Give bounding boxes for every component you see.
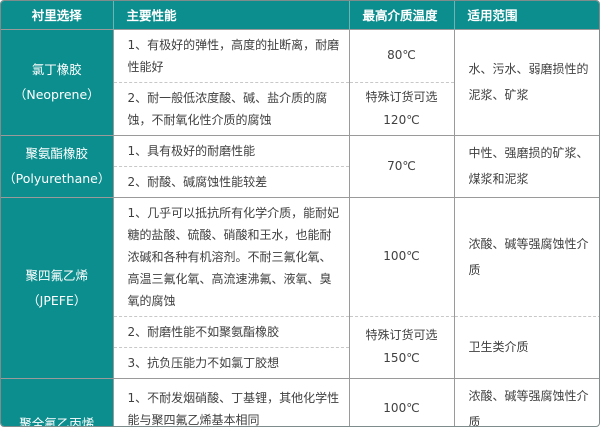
lining-name-polyurethane: 聚氨酯橡胶 （Polyurethane） [1, 134, 113, 197]
temperature-cell: 特殊订货可选 150℃ [348, 315, 454, 378]
lining-name-text: 聚氨酯橡胶 [25, 146, 88, 161]
col-header-lining: 衬里选择 [1, 1, 113, 29]
header-row: 衬里选择 主要性能 最高介质温度 适用范围 [1, 1, 599, 29]
group-ptfe-row-2: 2、耐磨性能不如聚氨酯橡胶 特殊订货可选 150℃ 卫生类介质 [1, 315, 599, 378]
col-header-max-temp: 最高介质温度 [348, 1, 454, 29]
lining-name-text: 聚全氟乙丙烯 [19, 416, 95, 427]
application-cell: 卫生类介质 [453, 315, 599, 378]
temperature-value: 100℃ [383, 401, 420, 415]
temperature-cell: 80℃ [348, 28, 454, 82]
performance-cell: 2、耐一般低浓度酸、碱、盐介质的腐蚀，不耐氧化性介质的腐蚀 [112, 81, 349, 135]
application-cell: 浓酸、碱等强腐蚀性介质 [453, 377, 599, 426]
lining-name-ptfe: 聚四氟乙烯 （JPEFE） [1, 196, 113, 378]
temperature-value: 150℃ [383, 351, 420, 365]
group-ptfe-row-1: 聚四氟乙烯 （JPEFE） 1、几乎可以抵抗所有化学介质，能耐妃糖的盐酸、硫酸、… [1, 196, 599, 378]
lining-alias-text: （JPEFE） [27, 292, 87, 308]
group-polyurethane-row-2: 2、耐酸、碱腐蚀性能较差 [1, 165, 599, 197]
lining-name-f46: 聚全氟乙丙烯 （F46） [1, 377, 113, 427]
performance-cell: 1、有极好的弹性，高度的扯断离，耐磨性能好 [112, 28, 349, 82]
temperature-value: 120℃ [383, 112, 420, 127]
temperature-note: 特殊订货可选 [365, 328, 438, 342]
application-cell: 水、污水、弱磨损性的泥浆、矿浆 [453, 28, 599, 135]
temperature-value: 70℃ [387, 158, 416, 173]
performance-cell: 3、抗负压能力不如氯丁胶想 [112, 346, 349, 378]
temperature-cell: 特殊订货可选 120℃ [348, 81, 454, 135]
group-f46-row-1: 聚全氟乙丙烯 （F46） 1、不耐发烟硝酸、丁基锂，其他化学性能与聚四氟乙烯基本… [1, 377, 599, 427]
application-cell: 浓酸、碱等强腐蚀性介质 [453, 196, 599, 316]
col-header-application: 适用范围 [453, 1, 599, 29]
application-cell: 中性、强磨损的矿浆、煤浆和泥浆 [453, 134, 599, 197]
performance-cell: 2、耐酸、碱腐蚀性能较差 [112, 165, 349, 197]
lining-alias-text: （Neoprene） [13, 87, 100, 102]
lining-name-neoprene: 氯丁橡胶 （Neoprene） [1, 28, 113, 135]
group-polyurethane-row-1: 聚氨酯橡胶 （Polyurethane） 1、具有极好的耐磨性能 70℃ 中性、… [1, 134, 599, 197]
temperature-cell: 100℃ [348, 196, 454, 316]
col-header-performance: 主要性能 [112, 1, 349, 29]
temperature-value: 100℃ [383, 249, 420, 263]
temperature-note: 特殊订货可选 [365, 89, 438, 104]
group-ptfe-row-3: 3、抗负压能力不如氯丁胶想 [1, 346, 599, 378]
performance-cell: 2、耐磨性能不如聚氨酯橡胶 [112, 315, 349, 347]
temperature-value: 80℃ [387, 48, 416, 62]
performance-cell: 1、不耐发烟硝酸、丁基锂，其他化学性能与聚四氟乙烯基本相同 [112, 377, 349, 426]
temperature-cell: 70℃ [348, 134, 454, 197]
lining-name-text: 氯丁橡胶 [31, 62, 82, 77]
group-neoprene-row-2: 2、耐一般低浓度酸、碱、盐介质的腐蚀，不耐氧化性介质的腐蚀 特殊订货可选 120… [1, 81, 599, 135]
lining-alias-text: （Polyurethane） [3, 171, 111, 186]
group-neoprene-row-1: 氯丁橡胶 （Neoprene） 1、有极好的弹性，高度的扯断离，耐磨性能好 80… [1, 28, 599, 135]
performance-cell: 1、具有极好的耐磨性能 [112, 134, 349, 166]
performance-cell: 1、几乎可以抵抗所有化学介质，能耐妃糖的盐酸、硫酸、硝酸和王水，也能耐浓碱和各种… [112, 196, 349, 316]
temperature-cell: 100℃ [348, 377, 454, 426]
lining-name-text: 聚四氟乙烯 [25, 267, 88, 283]
